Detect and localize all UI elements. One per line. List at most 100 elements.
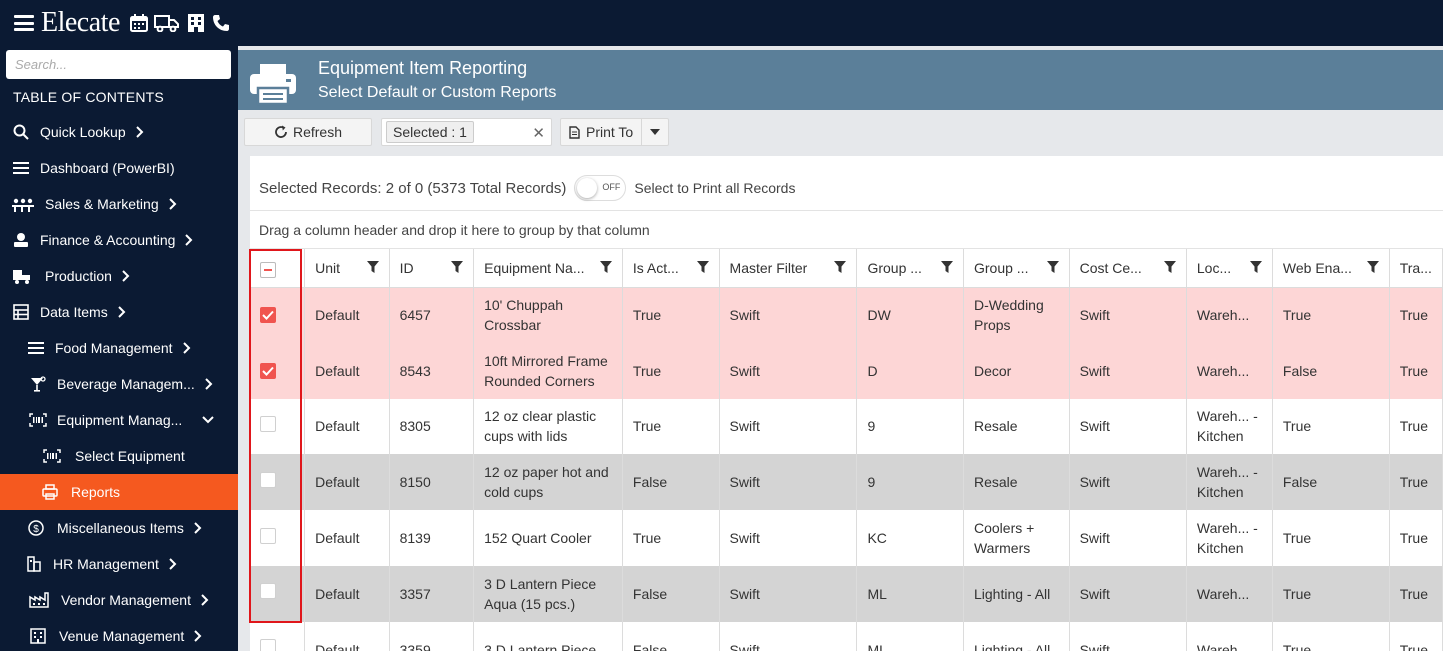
filter-icon[interactable] <box>940 260 953 276</box>
row-select-cell[interactable] <box>250 565 306 622</box>
column-header[interactable]: Master Filter <box>719 249 858 288</box>
row-select-cell[interactable] <box>250 621 306 651</box>
column-header[interactable]: Tra... <box>1389 249 1443 288</box>
sidebar-item-beverage-management[interactable]: Beverage Managem... <box>0 366 238 402</box>
column-header[interactable]: Equipment Na... <box>473 249 623 288</box>
row-select-cell[interactable] <box>250 510 306 566</box>
sidebar-item-finance[interactable]: Finance & Accounting <box>0 222 238 258</box>
table-cell: Wareh... <box>1186 342 1273 399</box>
grid-panel: Selected Records: 2 of 0 (5373 Total Rec… <box>250 156 1443 651</box>
filter-icon[interactable] <box>834 260 847 276</box>
selected-filter-box[interactable]: Selected : 1 ✕ <box>381 118 552 146</box>
column-header[interactable]: Loc... <box>1186 249 1273 288</box>
table-row[interactable]: Default 3357 3 D Lantern Piece Aqua (15 pc… <box>250 565 1443 622</box>
row-checkbox[interactable] <box>260 639 276 651</box>
print-all-toggle[interactable]: OFF <box>574 175 627 201</box>
column-header[interactable]: ID <box>389 249 475 288</box>
table-row[interactable]: Default 3359 3 D Lantern Piece False Swift ML… <box>250 621 1443 651</box>
row-checkbox[interactable] <box>260 307 276 324</box>
filter-icon[interactable] <box>1366 260 1379 276</box>
search-input[interactable] <box>6 50 231 79</box>
page-header: Equipment Item Reporting Select Default … <box>238 50 1443 110</box>
sidebar-item-data-items[interactable]: Data Items <box>0 294 238 330</box>
column-header[interactable]: Cost Ce... <box>1069 249 1187 288</box>
table-cell: 9 <box>856 398 964 455</box>
table-cell: Swift <box>719 398 858 455</box>
table-cell: 12 oz clear plastic cups with lids <box>473 398 623 455</box>
selected-count-tag[interactable]: Selected : 1 <box>386 121 474 143</box>
sidebar-item-equipment-management[interactable]: Equipment Manag... <box>0 402 238 438</box>
table-row[interactable]: Default 8543 10ft Mirrored Frame Rounded C… <box>250 342 1443 399</box>
row-select-cell[interactable] <box>250 287 306 343</box>
table-cell: Swift <box>1069 342 1187 399</box>
sidebar-item-sales-marketing[interactable]: Sales & Marketing <box>0 186 238 222</box>
filter-icon[interactable] <box>366 260 379 276</box>
building-icon[interactable] <box>186 13 206 33</box>
chevron-right-icon <box>135 126 144 138</box>
select-all-header[interactable] <box>250 249 306 288</box>
row-checkbox[interactable] <box>260 471 276 488</box>
page-subtitle: Select Default or Custom Reports <box>318 84 557 101</box>
column-header[interactable]: Unit <box>304 249 390 288</box>
list-icon <box>27 339 45 357</box>
app-logo[interactable]: Elecate <box>41 7 120 38</box>
refresh-button[interactable]: Refresh <box>244 118 372 146</box>
table-row[interactable]: Default 6457 10' Chuppah Crossbar True Swift… <box>250 287 1443 343</box>
row-checkbox[interactable] <box>260 362 276 379</box>
table-row[interactable]: Default 8150 12 oz paper hot and cold cups… <box>250 454 1443 511</box>
sidebar-item-miscellaneous[interactable]: $ Miscellaneous Items <box>0 510 238 546</box>
group-by-hint: Drag a column header and drop it here to… <box>259 222 650 238</box>
column-header[interactable]: Group ... <box>963 249 1070 288</box>
chevron-right-icon <box>194 522 202 534</box>
table-row[interactable]: Default 8139 152 Quart Cooler True Swift KC Co… <box>250 510 1443 566</box>
print-to-button[interactable]: Print To <box>560 118 669 146</box>
sidebar-item-venue-management[interactable]: Venue Management <box>0 618 238 651</box>
filter-icon[interactable] <box>1249 260 1262 276</box>
vendor-icon <box>29 591 49 609</box>
table-cell: 8305 <box>389 398 475 455</box>
row-checkbox[interactable] <box>260 415 276 432</box>
dropdown-arrow-icon[interactable] <box>650 129 660 135</box>
column-header[interactable]: Group ... <box>856 249 964 288</box>
table-cell: False <box>622 621 720 651</box>
truck-icon[interactable] <box>153 14 180 32</box>
table-cell: 152 Quart Cooler <box>473 510 623 566</box>
table-cell: True <box>1389 510 1443 566</box>
row-checkbox[interactable] <box>260 527 276 544</box>
phone-icon[interactable] <box>212 14 230 32</box>
row-select-cell[interactable] <box>250 454 306 511</box>
chevron-right-icon <box>168 198 177 210</box>
sidebar-item-hr-management[interactable]: HR Management <box>0 546 238 582</box>
filter-icon[interactable] <box>451 260 464 276</box>
clear-selection-icon[interactable]: ✕ <box>532 125 545 142</box>
sidebar-item-label: Sales & Marketing <box>45 196 159 212</box>
table-cell: True <box>1389 621 1443 651</box>
table-cell: Coolers + Warmers <box>963 510 1070 566</box>
sidebar-item-production[interactable]: Production <box>0 258 238 294</box>
grid-header-row: Unit ID Equipment Na... Is Act... Master… <box>250 249 1443 288</box>
table-cell: False <box>622 565 720 622</box>
filter-icon[interactable] <box>1046 260 1059 276</box>
sidebar-item-select-equipment[interactable]: Select Equipment <box>0 438 238 474</box>
table-cell: Swift <box>719 454 858 511</box>
hamburger-menu-icon[interactable] <box>14 15 34 31</box>
select-all-checkbox[interactable] <box>260 261 276 278</box>
sidebar-item-reports[interactable]: Reports <box>0 474 238 510</box>
sidebar-item-vendor-management[interactable]: Vendor Management <box>0 582 238 618</box>
table-cell: True <box>1389 342 1443 399</box>
table-cell: True <box>1389 287 1443 343</box>
sidebar-item-dashboard[interactable]: Dashboard (PowerBI) <box>0 150 238 186</box>
sidebar-item-label: HR Management <box>53 556 159 572</box>
row-checkbox[interactable] <box>260 583 276 600</box>
filter-icon[interactable] <box>696 260 709 276</box>
sidebar-item-quick-lookup[interactable]: Quick Lookup <box>0 114 238 150</box>
sidebar-item-food-management[interactable]: Food Management <box>0 330 238 366</box>
row-select-cell[interactable] <box>250 342 306 399</box>
row-select-cell[interactable] <box>250 398 306 455</box>
column-header[interactable]: Is Act... <box>622 249 720 288</box>
filter-icon[interactable] <box>599 260 612 276</box>
table-row[interactable]: Default 8305 12 oz clear plastic cups with… <box>250 398 1443 455</box>
column-header[interactable]: Web Ena... <box>1272 249 1390 288</box>
filter-icon[interactable] <box>1163 260 1176 276</box>
calendar-icon[interactable] <box>129 14 148 32</box>
